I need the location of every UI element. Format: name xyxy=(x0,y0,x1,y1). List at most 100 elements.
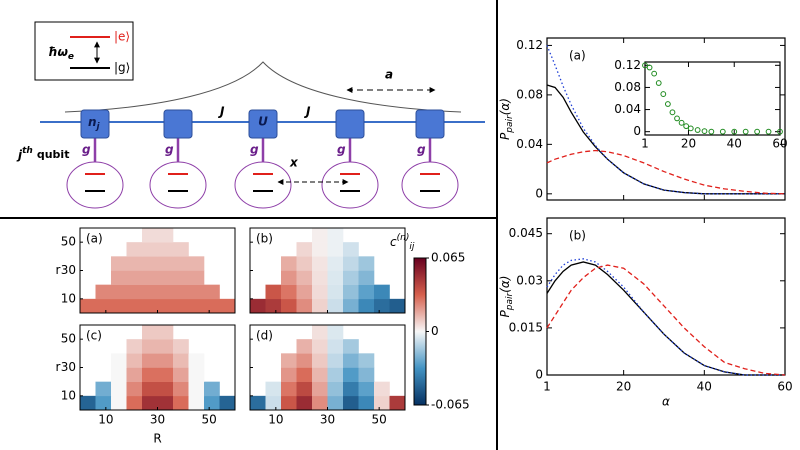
heatmap-cell xyxy=(188,353,205,368)
heatmap-cell xyxy=(219,298,236,314)
y-tick-label: 10 xyxy=(61,388,76,402)
scatter-point xyxy=(687,125,694,132)
y-axis-label: r xyxy=(56,263,61,277)
heatmap-cell xyxy=(142,381,158,397)
panel-label: (d) xyxy=(256,329,273,343)
x-tick-label: 60 xyxy=(777,380,792,394)
heatmap-cell xyxy=(389,298,406,314)
heatmap-cell xyxy=(358,395,375,411)
site xyxy=(248,109,278,139)
x-tick-label: 30 xyxy=(320,413,335,427)
heatmap-cell xyxy=(281,395,297,411)
site xyxy=(335,109,365,139)
g-label: g xyxy=(250,143,259,157)
heatmap-cell xyxy=(343,339,359,354)
y-tick-label: 0 xyxy=(535,186,543,200)
qubit xyxy=(149,161,207,209)
heatmap-cell xyxy=(173,256,189,271)
heatmap-cell xyxy=(312,242,328,257)
scatter-point xyxy=(655,80,662,86)
plot-frame xyxy=(546,217,786,376)
scatter-point xyxy=(678,119,685,126)
x-tick-label: 30 xyxy=(150,413,165,427)
y-tick-label: 0.12 xyxy=(516,38,543,52)
y-axis-label: r xyxy=(56,360,61,374)
scatter-point xyxy=(701,128,708,135)
label-part: ij xyxy=(409,242,415,252)
label: Ppair(α) xyxy=(498,276,515,318)
heatmap-cell xyxy=(281,381,297,397)
heatmap-cell xyxy=(142,284,158,300)
heatmap-cell xyxy=(374,298,390,314)
colorbar-tick-label: 0.065 xyxy=(431,251,465,265)
heatmap-cell xyxy=(204,395,220,411)
panel-label: (b) xyxy=(569,229,586,243)
y-tick-label: 10 xyxy=(61,291,76,305)
heatmap-cell xyxy=(157,367,174,382)
panel-label: (a) xyxy=(569,49,586,63)
scatter-point xyxy=(765,128,772,135)
heatmap-cell xyxy=(95,395,112,411)
a-label: a xyxy=(385,68,393,82)
heatmap-cell xyxy=(343,298,359,314)
y-tick-label: 50 xyxy=(61,332,76,346)
excited-label: |e⟩ xyxy=(114,30,130,44)
heatmap-cell xyxy=(312,270,328,285)
scatter-point xyxy=(719,128,726,135)
heatmap-cell xyxy=(142,367,158,382)
x-tick-label: 50 xyxy=(372,413,387,427)
heatmap-cell xyxy=(374,381,390,397)
heatmap-cell xyxy=(358,284,375,300)
scatter-point xyxy=(754,128,761,135)
x-tick-label: 20 xyxy=(681,137,696,151)
couplings xyxy=(93,136,432,162)
heatmap-cell xyxy=(312,367,328,382)
heatmap-cell xyxy=(188,395,205,411)
heatmap-cell xyxy=(142,298,158,314)
heatmap-cell xyxy=(327,353,344,368)
qubit-levels xyxy=(85,173,440,192)
heatmap-cell xyxy=(157,242,174,257)
heatmap-cell xyxy=(358,381,375,397)
heatmap-cell xyxy=(95,284,112,300)
heatmap-cell xyxy=(296,242,313,257)
label-part: n xyxy=(88,115,97,129)
heatmap-cell xyxy=(296,395,313,411)
heatmap-cell xyxy=(327,256,344,271)
heatmap-cell xyxy=(157,228,174,243)
scatter-point xyxy=(646,64,653,71)
heatmap-cell xyxy=(111,270,127,285)
heatmap-cell xyxy=(188,298,205,314)
heatmap-cell xyxy=(111,284,127,300)
heatmap-cell xyxy=(126,339,143,354)
scatter-point xyxy=(669,109,676,116)
heatmap-cell xyxy=(281,353,297,368)
heatmap-cell xyxy=(312,256,328,271)
qubit xyxy=(234,161,292,209)
y-axis-label-group: Ppair(α) xyxy=(498,276,515,318)
x-tick-label: 10 xyxy=(268,413,283,427)
heatmap-cell xyxy=(157,325,174,340)
heatmap-cell xyxy=(219,395,236,411)
envelope xyxy=(64,61,462,113)
sites xyxy=(80,109,445,139)
heatmap-cell xyxy=(327,325,344,340)
scatter-point xyxy=(708,128,715,135)
series-line xyxy=(546,261,785,376)
heatmap-cell xyxy=(173,339,189,354)
g-label: g xyxy=(337,143,346,157)
heatmap-cell xyxy=(204,381,220,397)
heatmap-cell xyxy=(358,298,375,314)
level-box xyxy=(34,21,134,81)
hopping-label: J xyxy=(304,105,311,119)
y-tick-label: 0.015 xyxy=(509,320,543,334)
heatmap-cell xyxy=(281,284,297,300)
heatmap-cell xyxy=(157,256,174,271)
qubit xyxy=(401,161,459,209)
label-part: j xyxy=(95,122,101,132)
heatmap-cell xyxy=(265,284,282,300)
heatmap-cell xyxy=(142,242,158,257)
heatmap-cell xyxy=(188,381,205,397)
site xyxy=(80,109,110,139)
heatmap-cell xyxy=(312,381,328,397)
